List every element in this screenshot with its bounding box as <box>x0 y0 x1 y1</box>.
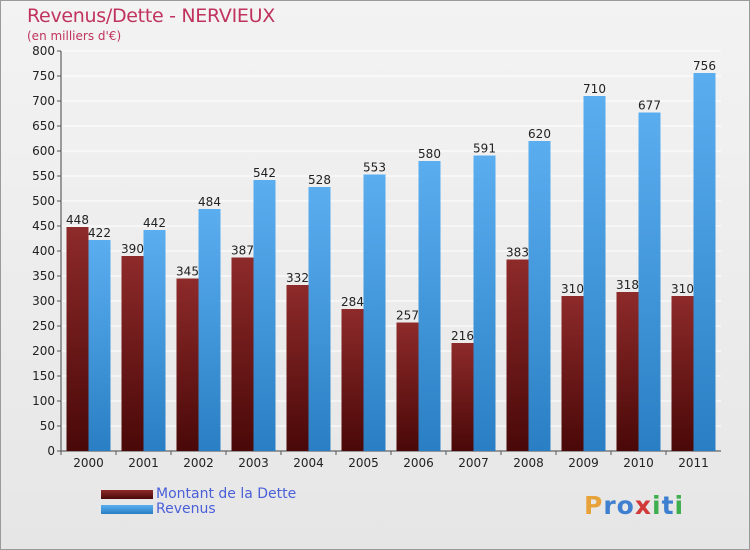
data-label: 553 <box>363 161 386 175</box>
bar-dette <box>176 278 199 451</box>
data-label: 448 <box>66 213 89 227</box>
logo-letter: P <box>584 491 604 520</box>
bar-dette <box>396 322 419 451</box>
x-tick-label: 2003 <box>238 456 269 470</box>
bar-dette <box>561 296 584 451</box>
y-tick-label: 550 <box>32 169 55 183</box>
x-tick-label: 2001 <box>128 456 159 470</box>
logo-letter: t <box>661 491 675 520</box>
legend-label-revenus: Revenus <box>156 501 216 517</box>
bar-dette <box>66 227 89 451</box>
bar-revenus <box>363 174 386 451</box>
data-label: 442 <box>143 216 166 230</box>
y-tick-label: 300 <box>32 294 55 308</box>
bar-revenus <box>88 240 111 451</box>
data-label: 591 <box>473 142 496 156</box>
x-tick-label: 2009 <box>568 456 599 470</box>
bar-dette <box>616 292 639 451</box>
y-tick-label: 50 <box>40 419 55 433</box>
y-tick-label: 200 <box>32 344 55 358</box>
data-label: 257 <box>396 309 419 323</box>
x-tick-label: 2010 <box>623 456 654 470</box>
y-tick-label: 0 <box>47 444 55 458</box>
legend-label-dette: Montant de la Dette <box>156 486 297 502</box>
proxiti-logo: Proxiti <box>584 491 684 520</box>
bar-revenus <box>253 180 276 451</box>
x-tick-label: 2008 <box>513 456 544 470</box>
data-label: 318 <box>616 278 639 292</box>
data-label: 542 <box>253 166 276 180</box>
data-label: 310 <box>561 282 584 296</box>
logo-letter: o <box>616 491 635 520</box>
bar-revenus <box>473 155 496 451</box>
y-tick-label: 600 <box>32 144 55 158</box>
data-label: 677 <box>638 99 661 113</box>
y-tick-label: 700 <box>32 94 55 108</box>
bar-dette <box>231 257 254 451</box>
data-label: 345 <box>176 265 199 279</box>
bar-revenus <box>308 187 331 451</box>
y-tick-label: 150 <box>32 369 55 383</box>
x-tick-label: 2002 <box>183 456 214 470</box>
data-label: 484 <box>198 195 221 209</box>
data-label: 383 <box>506 246 529 260</box>
logo-letter: i <box>652 491 662 520</box>
data-label: 580 <box>418 147 441 161</box>
y-tick-label: 450 <box>32 219 55 233</box>
axes: 0 50 100 150 200 250 300 350 400 450 500 550 600 650 7… <box>32 44 721 470</box>
bar-revenus <box>198 209 221 451</box>
bar-revenus <box>418 161 441 451</box>
y-tick-label: 650 <box>32 119 55 133</box>
data-label: 310 <box>671 282 694 296</box>
bar-dette <box>506 259 529 451</box>
logo-letter: r <box>603 491 617 520</box>
data-label: 284 <box>341 295 364 309</box>
bar-dette <box>671 296 694 451</box>
data-label: 422 <box>88 226 111 240</box>
bar-dette <box>451 343 474 451</box>
bar-revenus <box>528 141 551 451</box>
logo-letter: x <box>634 491 652 520</box>
bar-dette <box>286 285 309 451</box>
x-tick-label: 2005 <box>348 456 379 470</box>
data-label: 332 <box>286 271 309 285</box>
chart-subtitle: (en milliers d'€) <box>27 29 122 43</box>
bar-revenus <box>583 96 606 451</box>
legend-swatch-dette <box>101 490 153 499</box>
data-label: 216 <box>451 329 474 343</box>
bar-revenus <box>693 73 716 451</box>
x-tick-label: 2006 <box>403 456 434 470</box>
data-label: 528 <box>308 173 331 187</box>
bars <box>66 73 716 451</box>
y-tick-label: 100 <box>32 394 55 408</box>
x-tick-label: 2000 <box>73 456 104 470</box>
bar-revenus <box>638 112 661 451</box>
x-tick-label: 2007 <box>458 456 489 470</box>
y-tick-label: 500 <box>32 194 55 208</box>
x-tick-label: 2004 <box>293 456 324 470</box>
data-label: 387 <box>231 244 254 258</box>
bar-revenus <box>143 230 166 451</box>
legend-swatch-revenus <box>101 505 153 514</box>
data-label: 390 <box>121 242 144 256</box>
chart-title: Revenus/Dette - NERVIEUX <box>27 5 275 27</box>
bar-dette <box>341 309 364 451</box>
bar-dette <box>121 256 144 451</box>
y-tick-label: 750 <box>32 69 55 83</box>
data-label: 620 <box>528 127 551 141</box>
y-tick-label: 400 <box>32 244 55 258</box>
y-tick-label: 800 <box>32 44 55 58</box>
logo-letter: i <box>674 491 685 520</box>
y-tick-label: 250 <box>32 319 55 333</box>
y-tick-label: 350 <box>32 269 55 283</box>
data-label: 756 <box>693 59 716 73</box>
data-label: 710 <box>583 82 606 96</box>
x-tick-label: 2011 <box>678 456 709 470</box>
grid-lines <box>61 50 721 452</box>
